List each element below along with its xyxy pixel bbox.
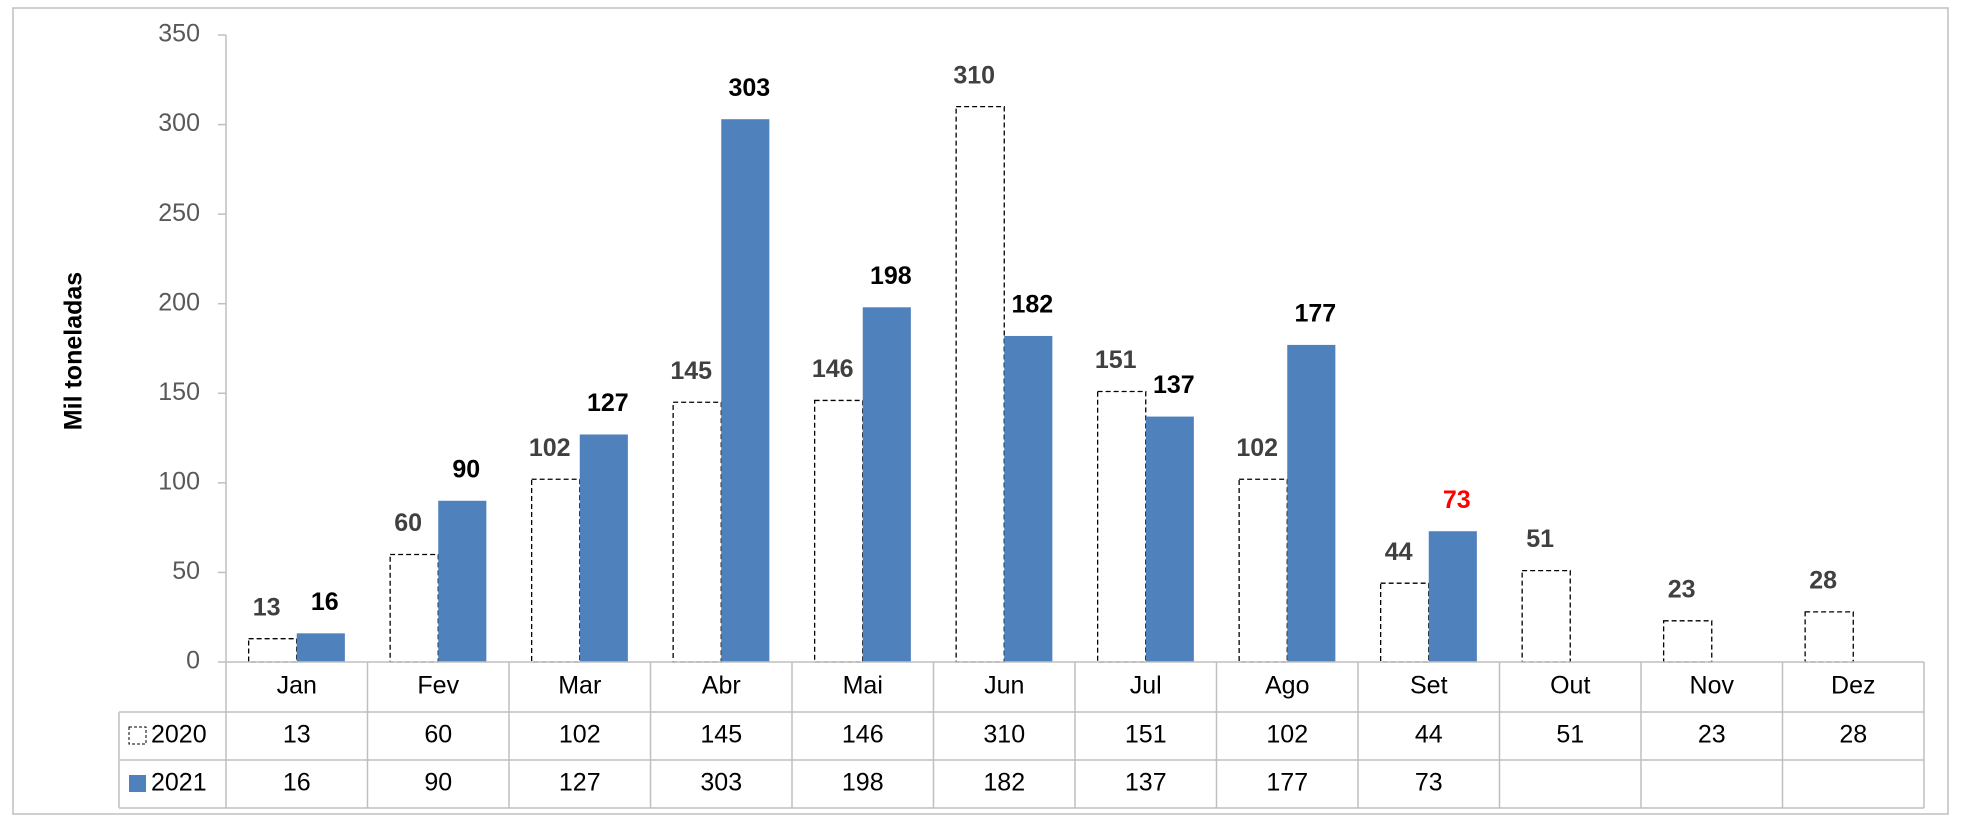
bar [1004, 335, 1053, 662]
y-tick-label: 300 [158, 109, 200, 137]
bar [1238, 478, 1288, 663]
bar [438, 500, 487, 662]
x-tick-label: Mai [843, 672, 883, 700]
table-cell: 23 [1698, 721, 1726, 749]
bar [579, 434, 628, 662]
y-axis-label: Mil toneladas [60, 272, 88, 430]
table-cell: 151 [1125, 721, 1167, 749]
table-cell: 28 [1839, 721, 1867, 749]
table-cell: 198 [842, 769, 884, 797]
bar [721, 119, 770, 662]
bar [1145, 416, 1194, 662]
data-label: 23 [1668, 575, 1696, 603]
data-label: 13 [253, 593, 281, 621]
legend-swatch [129, 775, 146, 792]
bar [862, 307, 911, 662]
y-tick-label: 200 [158, 288, 200, 316]
x-tick-label: Dez [1831, 672, 1875, 700]
bar [1428, 531, 1477, 662]
legend-label: 2021 [151, 769, 207, 797]
y-tick-label: 0 [186, 647, 200, 675]
data-label: 127 [587, 389, 629, 417]
bar [672, 401, 722, 663]
y-tick-label: 350 [158, 20, 200, 48]
table-cell: 51 [1556, 721, 1584, 749]
data-label: 28 [1809, 566, 1837, 594]
table-cell: 182 [983, 769, 1025, 797]
table-cell: 13 [283, 721, 311, 749]
data-label: 182 [1011, 291, 1053, 319]
table-cell: 137 [1125, 769, 1167, 797]
table-cell: 146 [842, 721, 884, 749]
table-cell: 90 [424, 769, 452, 797]
bar [1804, 611, 1854, 663]
table-cell: 310 [983, 721, 1025, 749]
table-cell: 44 [1415, 721, 1443, 749]
bar [955, 106, 1005, 663]
y-tick-label: 250 [158, 199, 200, 227]
table-cell: 145 [700, 721, 742, 749]
data-label: 151 [1095, 346, 1137, 374]
x-tick-label: Jul [1130, 672, 1162, 700]
bar [1379, 582, 1430, 663]
data-label: 102 [529, 434, 571, 462]
y-tick-label: 50 [172, 557, 200, 585]
data-label: 177 [1294, 300, 1336, 328]
bar [1521, 569, 1571, 663]
x-tick-label: Fev [417, 672, 459, 700]
table-cell: 177 [1266, 769, 1308, 797]
data-label: 303 [728, 74, 770, 102]
data-label: 146 [812, 355, 854, 383]
x-tick-label: Ago [1265, 672, 1309, 700]
x-tick-label: Abr [702, 672, 741, 700]
legend-label: 2020 [151, 721, 207, 749]
data-label: 198 [870, 262, 912, 290]
bar [1662, 620, 1713, 663]
data-label: 60 [394, 509, 422, 537]
bar [389, 553, 439, 663]
bar [247, 638, 298, 663]
data-label: 137 [1153, 371, 1195, 399]
data-label: 145 [670, 357, 712, 385]
x-tick-label: Out [1550, 672, 1590, 700]
data-label: 102 [1236, 434, 1278, 462]
data-label: 44 [1385, 538, 1413, 566]
data-label: 310 [953, 61, 995, 89]
data-label: 51 [1526, 525, 1554, 553]
table-cell: 16 [283, 769, 311, 797]
bar [813, 399, 864, 663]
x-tick-label: Nov [1690, 672, 1735, 700]
y-tick-label: 100 [158, 467, 200, 495]
table-cell: 102 [1266, 721, 1308, 749]
x-tick-label: Mar [558, 672, 601, 700]
table-cell: 73 [1415, 769, 1443, 797]
table-cell: 127 [559, 769, 601, 797]
bar [1096, 390, 1147, 663]
x-tick-label: Jun [984, 672, 1024, 700]
x-tick-label: Set [1410, 672, 1448, 700]
table-cell: 60 [424, 721, 452, 749]
bar [296, 633, 345, 662]
y-tick-label: 150 [158, 378, 200, 406]
data-label: 73 [1443, 486, 1471, 514]
table-cell: 102 [559, 721, 601, 749]
x-tick-label: Jan [277, 672, 317, 700]
table-cell: 303 [700, 769, 742, 797]
bar [530, 478, 581, 663]
data-label: 90 [452, 455, 480, 483]
legend-swatch [128, 726, 147, 745]
data-label: 16 [311, 588, 339, 616]
bar [1287, 344, 1336, 662]
